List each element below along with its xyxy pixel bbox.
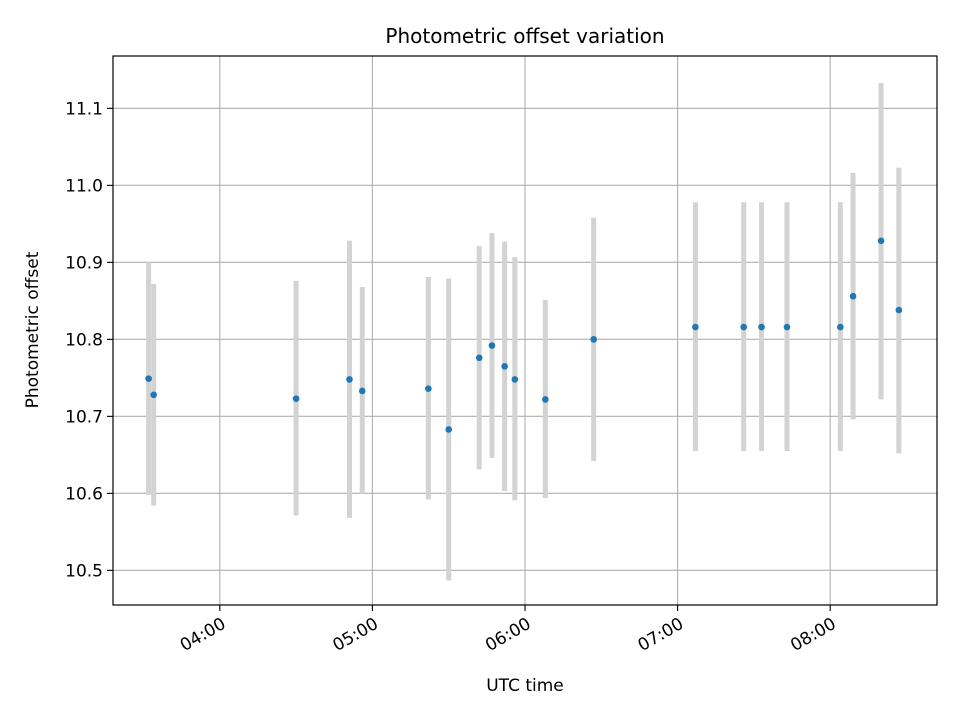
y-tick-label: 10.9 [65,253,103,273]
x-tick-label: 05:00 [329,614,381,656]
x-tick-label: 06:00 [482,614,534,656]
data-points [145,237,903,433]
data-point [501,363,508,370]
data-point [150,391,157,399]
x-tick-label: 08:00 [787,614,839,656]
error-bars [146,82,902,581]
data-point [758,323,765,331]
data-point [425,385,432,392]
y-tick-label: 11.1 [65,99,103,119]
y-tick-label: 10.6 [65,484,103,504]
data-point [358,387,366,395]
y-axis-title: Photometric offset [23,251,43,408]
data-point [837,323,844,331]
data-point [590,336,597,343]
x-tick-label: 04:00 [177,614,229,656]
data-point [849,292,857,300]
y-tick-label: 10.8 [65,330,103,350]
data-point [145,375,152,382]
y-tick-label: 11.0 [65,176,103,196]
y-tick-label: 10.5 [65,561,103,581]
grid [113,56,937,605]
data-point [542,396,549,403]
data-point [445,426,453,433]
data-point [292,395,300,402]
x-tick-label: 07:00 [635,614,687,656]
data-point [783,323,791,331]
y-tick-label: 10.7 [65,407,103,427]
x-axis-ticks: 04:00 05:00 06:00 07:00 08:00 [177,605,840,656]
data-point [740,323,748,331]
data-point [488,342,496,349]
x-axis-title: UTC time [486,676,564,696]
data-point [877,237,885,245]
data-point [692,323,699,331]
data-point [475,354,483,362]
chart-title: Photometric offset variation [385,24,664,48]
data-point [895,306,903,314]
y-axis-ticks: 10.5 10.6 10.7 10.8 10.9 11.0 11.1 [65,99,113,581]
data-point [511,376,519,383]
data-point [346,376,353,383]
